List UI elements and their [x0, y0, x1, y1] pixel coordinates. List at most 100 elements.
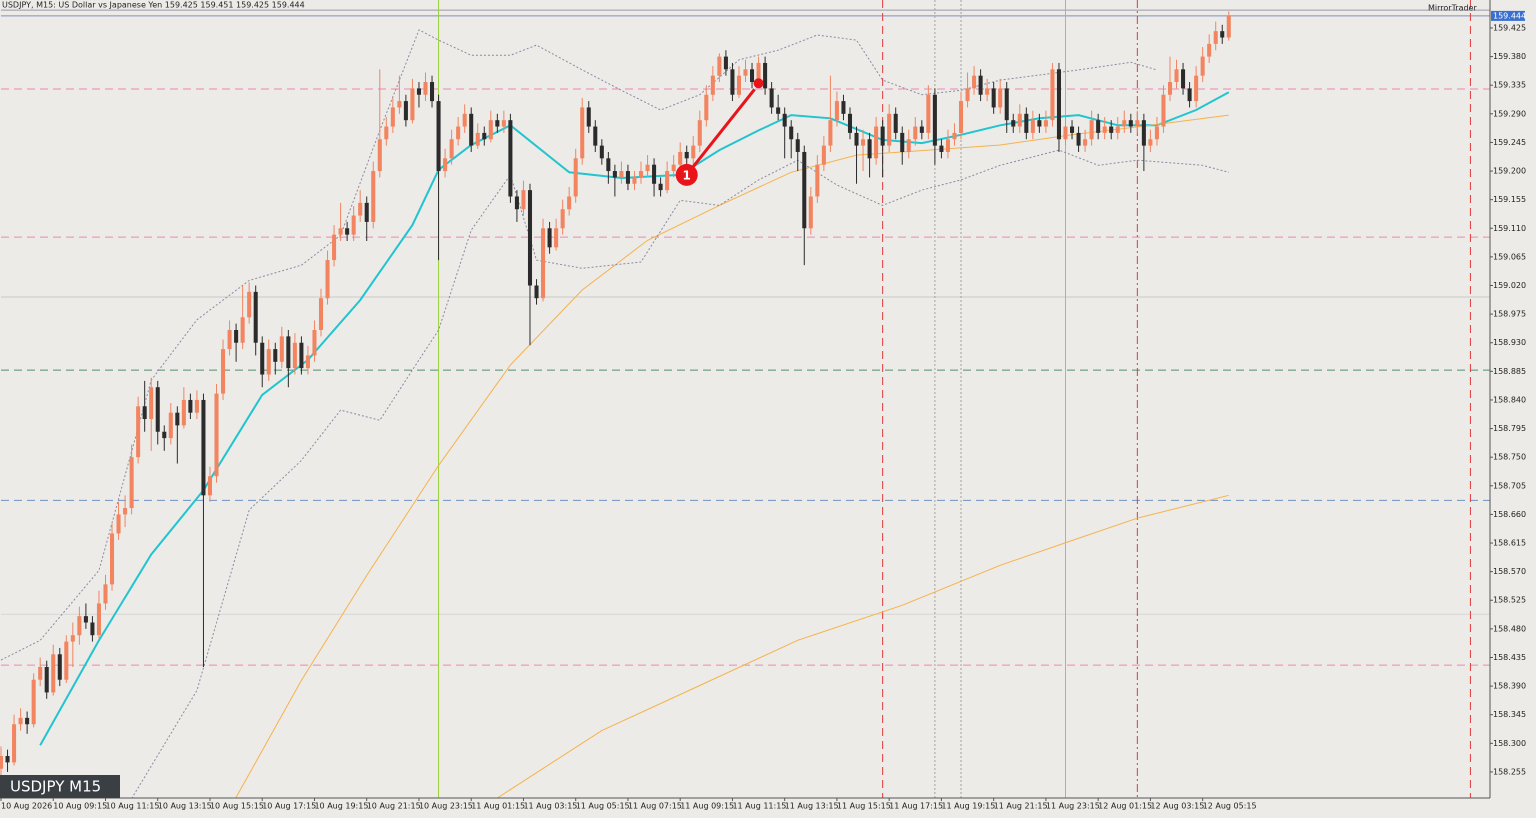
candle-body — [991, 88, 996, 108]
candle-body — [619, 171, 624, 178]
candle-body — [756, 62, 761, 83]
candle-body — [227, 330, 232, 350]
y-tick-label: 158.795 — [1493, 424, 1526, 433]
candle-body — [606, 158, 611, 172]
candle-body — [678, 151, 683, 165]
candle-body — [521, 190, 526, 210]
candle-body — [1226, 15, 1231, 38]
candle-body — [1011, 120, 1016, 127]
candle-body — [782, 113, 787, 127]
candle-body — [527, 190, 533, 286]
candle-body — [1187, 88, 1192, 102]
candle-body — [1181, 69, 1186, 89]
x-tick-label: 11 Aug 21:15 — [994, 802, 1048, 811]
badge-box — [0, 775, 120, 798]
y-tick-label: 159.155 — [1493, 195, 1526, 204]
x-tick-label: 10 Aug 19:15 — [314, 802, 368, 811]
candle-body — [31, 679, 36, 725]
x-tick-label: 11 Aug 15:15 — [837, 802, 891, 811]
x-tick-label: 10 Aug 09:15 — [53, 802, 107, 811]
candle-body — [260, 342, 265, 375]
candle-body — [1102, 126, 1107, 133]
candle-body — [926, 94, 931, 133]
candle-body — [1122, 120, 1127, 127]
candle-body — [652, 164, 657, 184]
candle-body — [1030, 120, 1035, 133]
candle-body — [508, 120, 513, 197]
candle-body — [808, 196, 813, 229]
y-tick-label: 158.705 — [1493, 481, 1526, 490]
candle-body — [880, 126, 885, 146]
y-tick-label: 158.615 — [1493, 539, 1526, 548]
candle-body — [1043, 120, 1048, 127]
annotation-label: 1 — [683, 168, 691, 182]
candle-body — [273, 349, 278, 362]
candle-body — [1115, 126, 1120, 133]
candle-body — [5, 756, 10, 763]
y-tick-label: 158.975 — [1493, 310, 1526, 319]
y-tick-label: 159.110 — [1493, 224, 1526, 233]
y-tick-label: 159.425 — [1493, 23, 1526, 32]
candle-body — [338, 228, 343, 235]
candle-body — [906, 139, 911, 152]
x-tick-label: 12 Aug 05:15 — [1203, 802, 1257, 811]
candle-body — [1167, 82, 1173, 95]
annotation-arrow — [685, 88, 756, 176]
candle-body — [64, 641, 69, 680]
candle-body — [965, 88, 970, 102]
candle-body — [25, 717, 30, 725]
candle-body — [221, 349, 226, 394]
candle-body — [717, 56, 722, 76]
x-tick-label: 11 Aug 07:15 — [628, 802, 682, 811]
candle-body — [665, 171, 670, 191]
candle-body — [632, 177, 637, 184]
x-tick-label: 11 Aug 03:15 — [523, 802, 577, 811]
candle-body — [684, 151, 689, 159]
candle-body — [371, 171, 376, 222]
candle-body — [390, 107, 395, 127]
candle-body — [410, 88, 415, 121]
candle-body — [932, 94, 937, 146]
candle-body — [691, 145, 696, 159]
candle-body — [312, 330, 317, 356]
candle-body — [0, 756, 4, 769]
chart-title: USDJPY, M15: US Dollar vs Japanese Yen 1… — [2, 1, 305, 10]
candle-body — [90, 622, 95, 636]
candle-body — [972, 75, 977, 89]
candle-body — [416, 88, 421, 95]
candle-body — [364, 202, 369, 222]
candle-body — [12, 724, 17, 763]
candle-body — [175, 412, 180, 426]
y-tick-label: 158.480 — [1493, 624, 1526, 633]
candle-body — [305, 355, 310, 369]
candle-body — [554, 228, 559, 248]
candle-body — [299, 342, 304, 369]
candle-body — [750, 69, 755, 83]
x-tick-label: 11 Aug 19:15 — [941, 802, 995, 811]
y-tick-label: 159.335 — [1493, 81, 1526, 90]
badge: USDJPY M15 — [10, 778, 101, 796]
candle-body — [234, 330, 239, 343]
candle-body — [638, 171, 644, 178]
candle-body — [51, 654, 56, 693]
candle-body — [1174, 69, 1179, 83]
candle-body — [1128, 120, 1133, 127]
candle-body — [593, 126, 598, 146]
x-tick-label: 12 Aug 01:15 — [1098, 802, 1152, 811]
candle-body — [318, 298, 324, 331]
candle-body — [57, 654, 62, 680]
annotation-dot — [753, 78, 764, 89]
y-tick-label: 159.200 — [1493, 167, 1526, 176]
candle-body — [1141, 120, 1146, 146]
x-tick-label: 11 Aug 13:15 — [785, 802, 839, 811]
candle-body — [1096, 120, 1101, 133]
candle-body — [1083, 139, 1088, 146]
candle-body — [351, 215, 356, 235]
candle-body — [116, 514, 121, 534]
candle-body — [580, 107, 585, 159]
candle-body — [201, 399, 206, 496]
price-tag-box — [1491, 10, 1525, 21]
candle-body — [900, 132, 905, 152]
y-tick-label: 158.885 — [1493, 367, 1526, 376]
